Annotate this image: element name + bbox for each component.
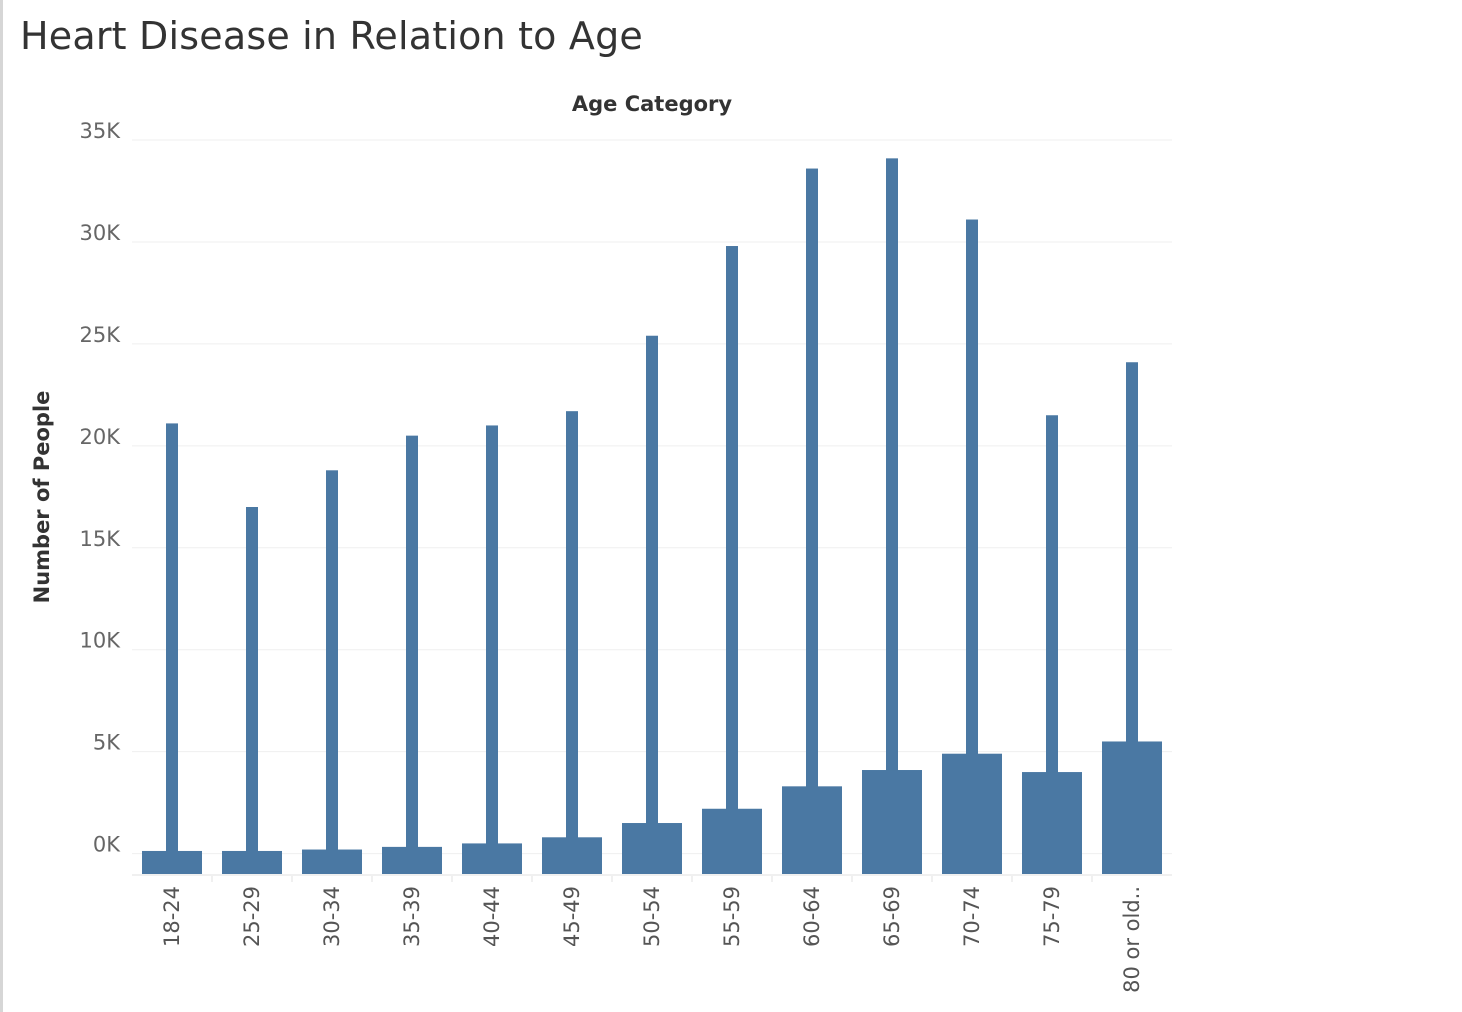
y-tick-label: 10K <box>80 629 122 653</box>
bar-55-59-heart-disease <box>702 808 762 874</box>
y-tick-label: 35K <box>80 119 122 143</box>
y-tick-label: 20K <box>80 425 122 449</box>
y-tick-label: 30K <box>80 221 122 245</box>
bar-50-54-total <box>646 335 658 874</box>
bar-70-74-total <box>966 219 978 874</box>
bar-70-74-heart-disease <box>942 753 1002 874</box>
bar-30-34-total <box>326 470 338 874</box>
bars <box>142 158 1162 875</box>
x-tick-label: 35-39 <box>400 886 424 947</box>
bar-40-44-heart-disease <box>462 843 522 874</box>
bar-25-29-total <box>246 507 258 874</box>
y-tick-label: 15K <box>80 527 122 551</box>
bar-60-64-total <box>806 168 818 875</box>
bar-18-24-total <box>166 423 178 874</box>
x-axis-ticks: 18-24 25-29 30-34 35-39 40-44 45-49 50-54 55-59… <box>160 886 1144 993</box>
bar-55-59-total <box>726 246 738 874</box>
left-edge-divider <box>0 0 3 1012</box>
x-tick-label: 25-29 <box>240 886 264 947</box>
y-axis-title: Number of People <box>30 391 54 604</box>
x-tick-label: 70-74 <box>960 886 984 947</box>
bar-35-39-heart-disease <box>382 846 442 874</box>
bar-75-79-total <box>1046 415 1058 874</box>
x-tick-label: 55-59 <box>720 886 744 947</box>
bar-50-54-heart-disease <box>622 823 682 874</box>
bar-75-79-heart-disease <box>1022 772 1082 874</box>
y-tick-label: 25K <box>80 323 122 347</box>
bar-80-or-old--heart-disease <box>1102 741 1162 874</box>
bar-35-39-total <box>406 435 418 874</box>
x-tick-label: 60-64 <box>800 886 824 947</box>
x-tick-label: 45-49 <box>560 886 584 947</box>
x-axis-title: Age Category <box>572 92 733 116</box>
bar-40-44-total <box>486 425 498 874</box>
bar-65-69-heart-disease <box>862 770 922 874</box>
x-tick-label: 80 or old.. <box>1120 886 1144 993</box>
bar-45-49-heart-disease <box>542 837 602 874</box>
y-axis-ticks: 0K 5K 10K 15K 20K 25K 30K 35K <box>80 119 122 857</box>
y-tick-label: 0K <box>93 833 121 857</box>
x-tick-label: 75-79 <box>1040 886 1064 947</box>
bar-25-29-heart-disease <box>222 850 282 874</box>
bar-30-34-heart-disease <box>302 849 362 874</box>
bar-60-64-heart-disease <box>782 786 842 874</box>
bar-18-24-heart-disease <box>142 850 202 874</box>
gridlines <box>132 139 1172 882</box>
x-tick-label: 18-24 <box>160 886 184 947</box>
x-tick-label: 65-69 <box>880 886 904 947</box>
bar-65-69-total <box>886 158 898 875</box>
bar-45-49-total <box>566 411 578 874</box>
y-tick-label: 5K <box>93 731 121 755</box>
x-tick-label: 30-34 <box>320 886 344 947</box>
x-tick-label: 40-44 <box>480 886 504 947</box>
x-tick-label: 50-54 <box>640 886 664 947</box>
chart-title: Heart Disease in Relation to Age <box>20 14 644 58</box>
